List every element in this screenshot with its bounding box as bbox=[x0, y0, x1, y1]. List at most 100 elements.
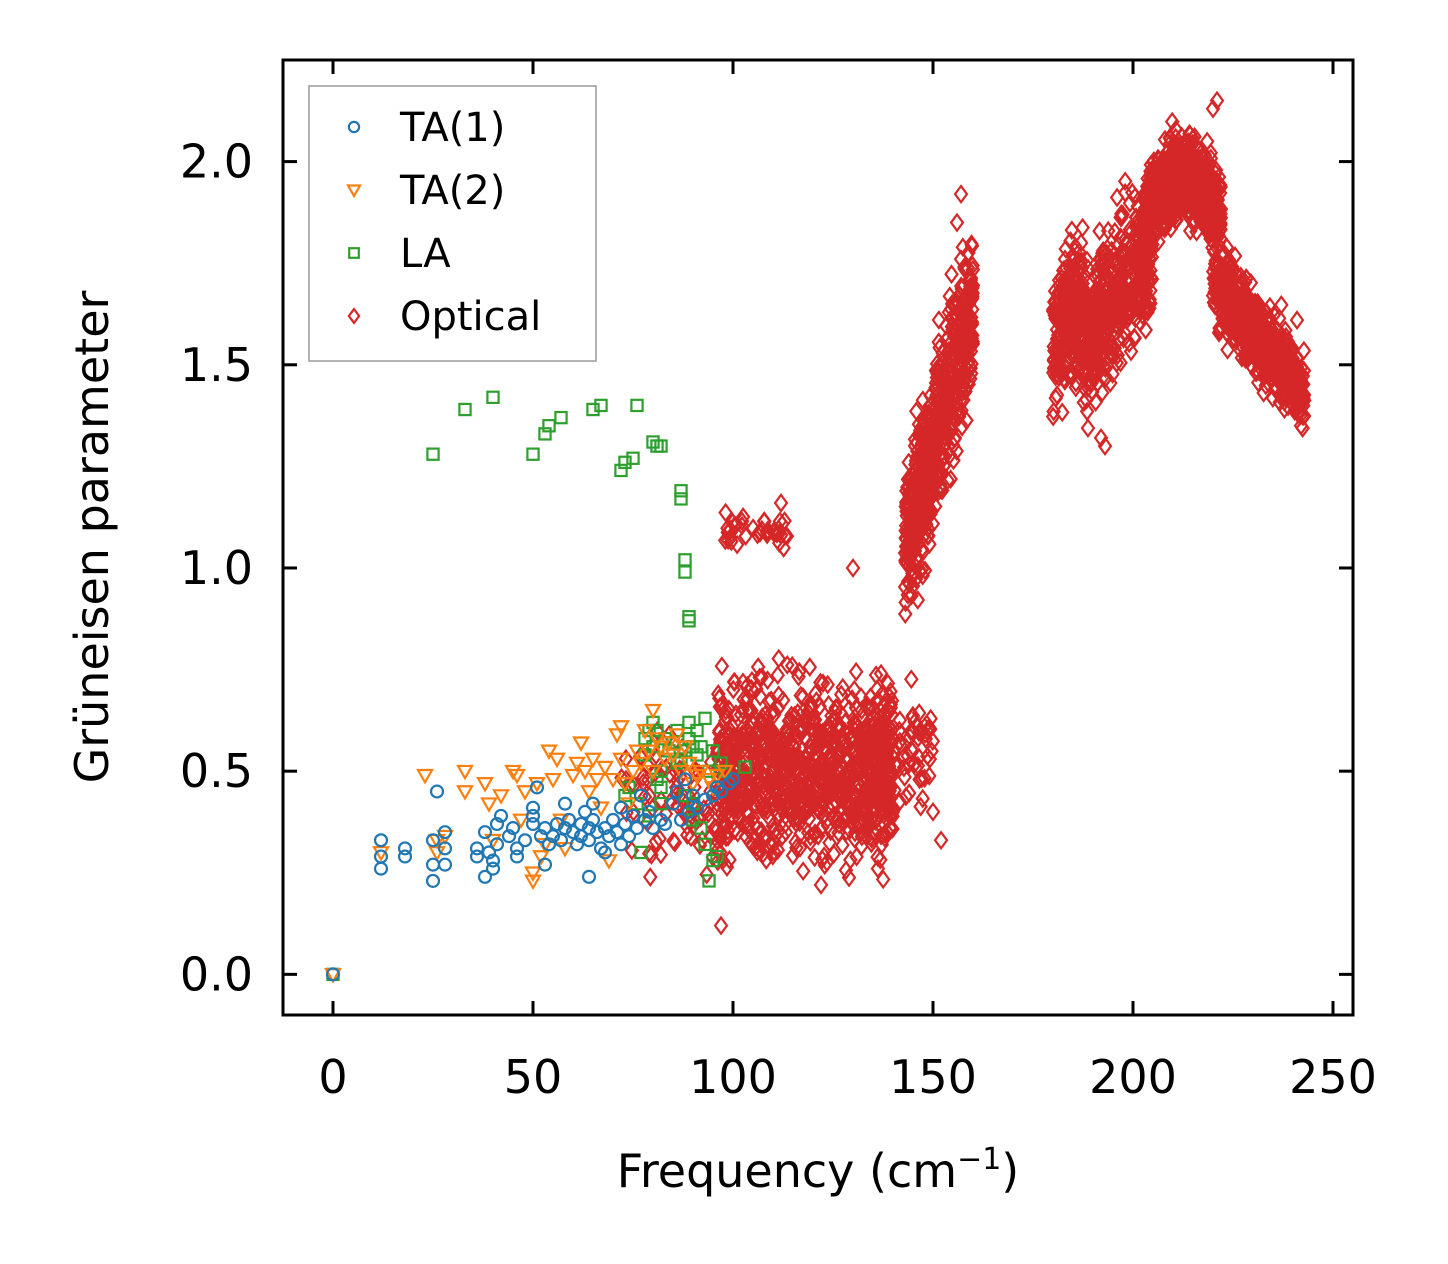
point-ta-1 bbox=[645, 821, 661, 836]
point-optical bbox=[1094, 382, 1110, 403]
point-ta-2 bbox=[632, 756, 650, 773]
point-ta-1 bbox=[665, 796, 681, 811]
point-optical bbox=[799, 760, 815, 781]
point-optical bbox=[862, 740, 878, 760]
point-la bbox=[710, 849, 724, 864]
point-optical bbox=[637, 786, 653, 807]
point-optical bbox=[778, 822, 794, 843]
point-optical bbox=[863, 730, 879, 751]
point-ta-1 bbox=[549, 816, 565, 832]
point-optical bbox=[1116, 253, 1132, 273]
point-optical bbox=[884, 719, 900, 740]
legend-marker bbox=[346, 184, 362, 199]
point-optical bbox=[790, 807, 805, 828]
point-optical bbox=[765, 700, 781, 721]
point-optical bbox=[917, 560, 933, 581]
point-optical bbox=[1295, 395, 1311, 416]
point-ta-1 bbox=[489, 816, 505, 832]
point-ta-2 bbox=[456, 764, 474, 781]
point-ta-1 bbox=[721, 776, 737, 791]
point-optical bbox=[753, 749, 769, 770]
point-ta-1 bbox=[581, 833, 597, 848]
point-optical bbox=[954, 383, 970, 403]
point-optical bbox=[1097, 436, 1113, 456]
point-optical bbox=[765, 773, 781, 794]
point-ta-1 bbox=[561, 812, 577, 827]
point-optical bbox=[720, 522, 736, 543]
point-optical bbox=[740, 819, 756, 839]
point-optical bbox=[748, 752, 764, 772]
point-optical bbox=[730, 788, 746, 809]
point-optical bbox=[897, 767, 912, 788]
point-optical bbox=[1148, 164, 1163, 185]
point-optical bbox=[964, 234, 979, 254]
point-optical bbox=[910, 464, 925, 485]
point-optical bbox=[1274, 345, 1289, 366]
point-optical bbox=[727, 672, 743, 692]
point-optical bbox=[879, 743, 895, 764]
point-optical bbox=[1079, 250, 1095, 271]
point-optical bbox=[1089, 259, 1105, 280]
point-optical bbox=[746, 713, 761, 734]
point-optical bbox=[841, 867, 857, 888]
point-optical bbox=[1233, 287, 1248, 308]
point-optical bbox=[765, 836, 780, 856]
point-la bbox=[738, 760, 752, 774]
point-optical bbox=[758, 778, 773, 798]
point-optical bbox=[642, 867, 658, 887]
point-ta-1 bbox=[673, 812, 689, 827]
point-ta-2 bbox=[548, 752, 566, 769]
point-optical bbox=[772, 523, 787, 543]
point-optical bbox=[957, 300, 972, 321]
point-ta-1 bbox=[537, 857, 553, 872]
point-la bbox=[650, 723, 664, 738]
point-optical bbox=[1209, 188, 1225, 209]
point-optical bbox=[897, 577, 913, 597]
point-ta-1 bbox=[601, 829, 617, 844]
point-ta-1 bbox=[397, 841, 413, 856]
point-optical bbox=[892, 791, 908, 812]
point-optical bbox=[864, 833, 879, 854]
point-ta-2 bbox=[456, 785, 474, 801]
point-optical bbox=[1099, 238, 1115, 259]
point-optical bbox=[870, 847, 885, 868]
point-optical bbox=[793, 823, 808, 844]
point-optical bbox=[945, 319, 961, 340]
point-optical bbox=[710, 756, 726, 777]
point-optical bbox=[1145, 210, 1160, 230]
point-optical bbox=[1161, 171, 1176, 192]
point-optical bbox=[903, 669, 919, 690]
point-ta-1 bbox=[565, 825, 581, 840]
point-optical bbox=[949, 326, 965, 347]
point-optical bbox=[1093, 282, 1109, 303]
point-la bbox=[630, 398, 644, 413]
point-optical bbox=[910, 510, 926, 531]
point-optical bbox=[1238, 333, 1254, 353]
point-ta-2 bbox=[516, 785, 534, 801]
point-la bbox=[614, 463, 628, 478]
point-optical bbox=[914, 425, 929, 446]
point-optical bbox=[1287, 391, 1302, 412]
point-optical bbox=[769, 522, 785, 543]
point-optical bbox=[1164, 111, 1180, 132]
y-axis-label: Grüneisen parameter bbox=[65, 290, 119, 783]
point-optical bbox=[718, 502, 733, 523]
point-optical bbox=[648, 762, 663, 783]
point-la bbox=[706, 853, 720, 868]
legend-marker bbox=[348, 247, 360, 259]
point-optical bbox=[1138, 234, 1154, 255]
point-ta-1 bbox=[569, 837, 585, 852]
point-optical bbox=[779, 655, 795, 675]
point-optical bbox=[1284, 392, 1299, 413]
point-optical bbox=[692, 835, 708, 856]
point-optical bbox=[735, 507, 751, 527]
point-optical bbox=[921, 464, 937, 484]
point-ta-1 bbox=[585, 812, 601, 827]
point-optical bbox=[1050, 329, 1066, 350]
point-optical bbox=[1107, 221, 1123, 242]
point-ta-1 bbox=[501, 829, 517, 844]
point-la bbox=[486, 390, 500, 404]
point-ta-2 bbox=[552, 813, 570, 830]
point-optical bbox=[1139, 208, 1154, 229]
point-optical bbox=[1151, 172, 1166, 193]
